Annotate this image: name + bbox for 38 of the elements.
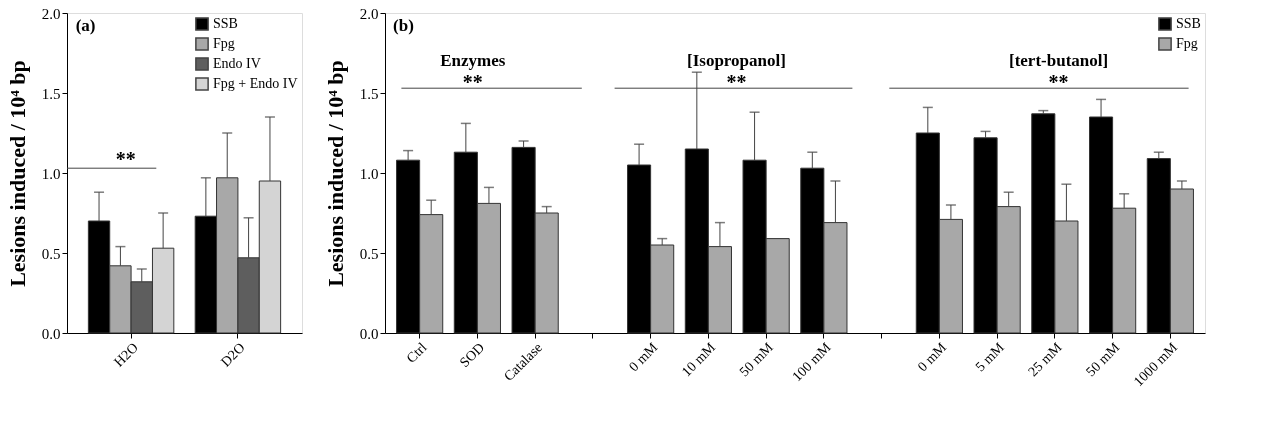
x-tick-label: 5 mM — [972, 339, 1008, 375]
annotation: ** — [726, 71, 747, 94]
annotation: ** — [1048, 71, 1069, 94]
annotation: ** — [462, 71, 483, 94]
legend-label: SSB — [1176, 16, 1201, 31]
x-tick-label: 100 mM — [789, 339, 835, 385]
y-tick-label: 2.0 — [41, 5, 61, 22]
x-tick-label: 10 mM — [678, 339, 719, 380]
annotation: [Isopropanol] — [686, 51, 786, 70]
annotation: ** — [115, 148, 136, 171]
y-tick-label: 0.5 — [359, 245, 379, 262]
y-tick-label: 1.0 — [41, 165, 61, 182]
y-tick-label: 0.0 — [359, 325, 379, 342]
annotation: Enzymes — [440, 51, 506, 70]
y-tick-label: 2.0 — [359, 5, 379, 22]
legend-label: Endo IV — [213, 56, 261, 71]
legend-label: SSB — [213, 16, 238, 31]
annotation: (b) — [393, 15, 414, 35]
y-tick-label: 1.0 — [359, 165, 379, 182]
annotation: (a) — [75, 15, 96, 35]
y-tick-label: 0.0 — [41, 325, 61, 342]
legend-label: Fpg — [1176, 36, 1198, 51]
annotation: [tert-butanol] — [1008, 51, 1109, 70]
x-tick-label: 50 mM — [1083, 339, 1123, 380]
y-axis-title: Lesions induced / 10⁴ bp — [4, 60, 30, 287]
x-tick-label: 0 mM — [626, 339, 661, 375]
x-tick-label: Ctrl — [403, 339, 430, 366]
y-tick-label: 1.5 — [359, 85, 379, 102]
x-tick-label: 50 mM — [736, 339, 777, 380]
y-tick-label: 0.5 — [41, 245, 61, 262]
x-tick-label: 0 mM — [914, 339, 950, 375]
x-tick-label: SOD — [456, 339, 488, 371]
legend-label: Fpg + Endo IV — [213, 76, 298, 91]
x-tick-label: H2O — [111, 339, 141, 370]
y-tick-label: 1.5 — [41, 85, 61, 102]
y-axis-title: Lesions induced / 10⁴ bp — [322, 60, 348, 287]
x-tick-label: 25 mM — [1025, 339, 1066, 380]
legend-label: Fpg — [213, 36, 235, 51]
